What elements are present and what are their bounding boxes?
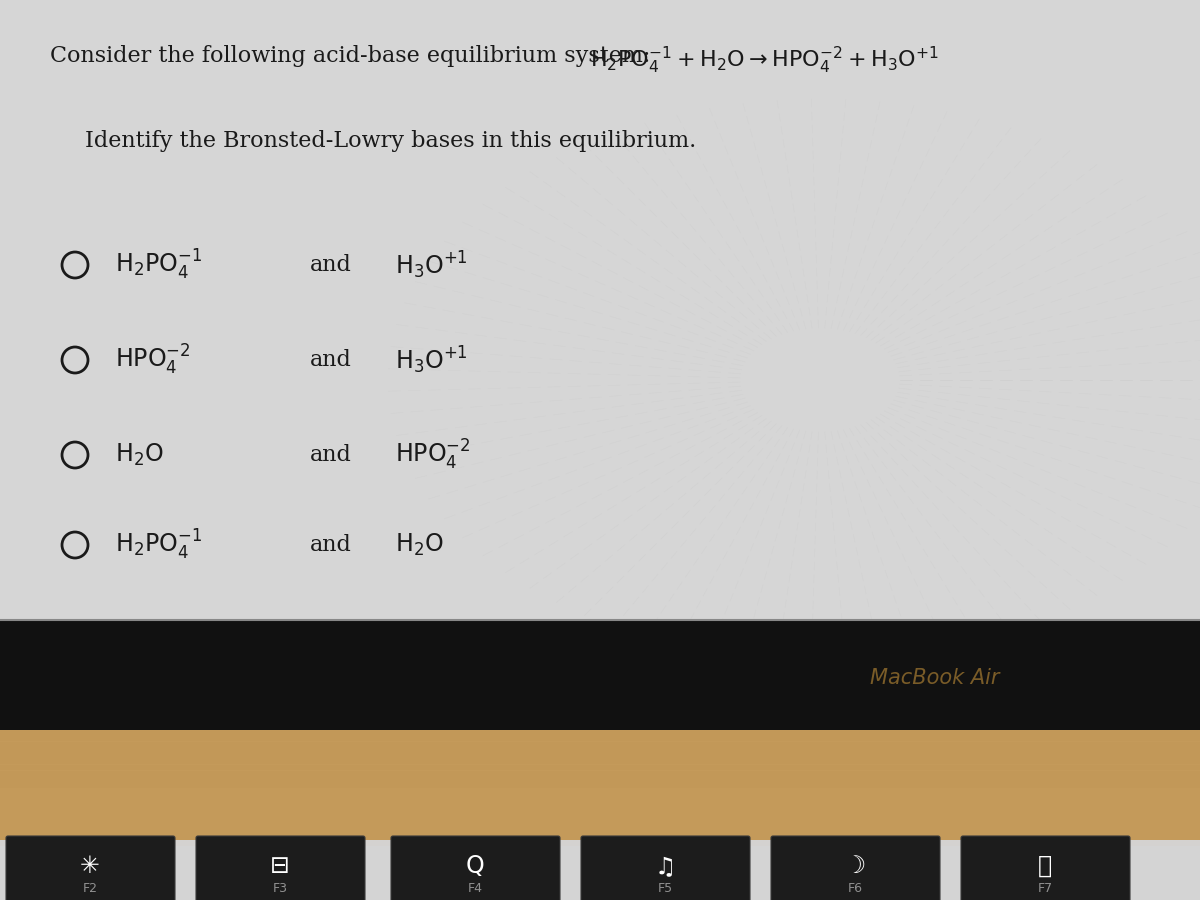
Text: and: and (310, 254, 352, 276)
Text: Identify the Bronsted-Lowry bases in this equilibrium.: Identify the Bronsted-Lowry bases in thi… (85, 130, 696, 152)
Text: $\mathrm{H_3O^{+1}}$: $\mathrm{H_3O^{+1}}$ (395, 249, 468, 281)
Text: $\mathrm{H_2PO_4^{-1}}$: $\mathrm{H_2PO_4^{-1}}$ (115, 528, 202, 562)
Text: F7: F7 (1038, 882, 1052, 896)
Text: $\mathrm{H_2O}$: $\mathrm{H_2O}$ (115, 442, 163, 468)
Text: and: and (310, 349, 352, 371)
FancyBboxPatch shape (961, 836, 1130, 900)
FancyBboxPatch shape (391, 836, 560, 900)
Text: Q: Q (466, 854, 485, 877)
Text: ⊟: ⊟ (270, 854, 290, 877)
Text: ♫: ♫ (654, 854, 676, 877)
Text: and: and (310, 534, 352, 556)
Text: Consider the following acid-base equilibrium system:: Consider the following acid-base equilib… (50, 45, 650, 67)
Text: ✳: ✳ (80, 854, 100, 877)
Text: F2: F2 (83, 882, 97, 896)
Text: F3: F3 (272, 882, 288, 896)
Text: $\mathrm{H_2O}$: $\mathrm{H_2O}$ (395, 532, 444, 558)
Text: $\mathrm{HPO_4^{-2}}$: $\mathrm{HPO_4^{-2}}$ (395, 438, 470, 473)
FancyBboxPatch shape (581, 836, 750, 900)
Text: ⏮: ⏮ (1038, 854, 1052, 877)
Text: and: and (310, 444, 352, 466)
FancyBboxPatch shape (196, 836, 365, 900)
FancyBboxPatch shape (0, 0, 1200, 620)
Text: $\mathrm{H_2PO_4^{-1}}$: $\mathrm{H_2PO_4^{-1}}$ (115, 248, 202, 282)
FancyBboxPatch shape (0, 730, 1200, 840)
Text: F6: F6 (847, 882, 863, 896)
FancyBboxPatch shape (0, 620, 1200, 730)
Text: $\mathrm{H_3O^{+1}}$: $\mathrm{H_3O^{+1}}$ (395, 345, 468, 375)
FancyBboxPatch shape (772, 836, 940, 900)
Text: MacBook Air: MacBook Air (870, 668, 1000, 688)
Text: ☽: ☽ (845, 854, 865, 877)
FancyBboxPatch shape (6, 836, 175, 900)
Text: F4: F4 (468, 882, 482, 896)
Text: $\mathrm{HPO_4^{-2}}$: $\mathrm{HPO_4^{-2}}$ (115, 343, 191, 377)
Text: F5: F5 (658, 882, 672, 896)
Text: $\mathrm{H_2PO_4^{-1} + H_2O \rightarrow HPO_4^{-2} + H_3O^{+1}}$: $\mathrm{H_2PO_4^{-1} + H_2O \rightarrow… (590, 45, 940, 76)
